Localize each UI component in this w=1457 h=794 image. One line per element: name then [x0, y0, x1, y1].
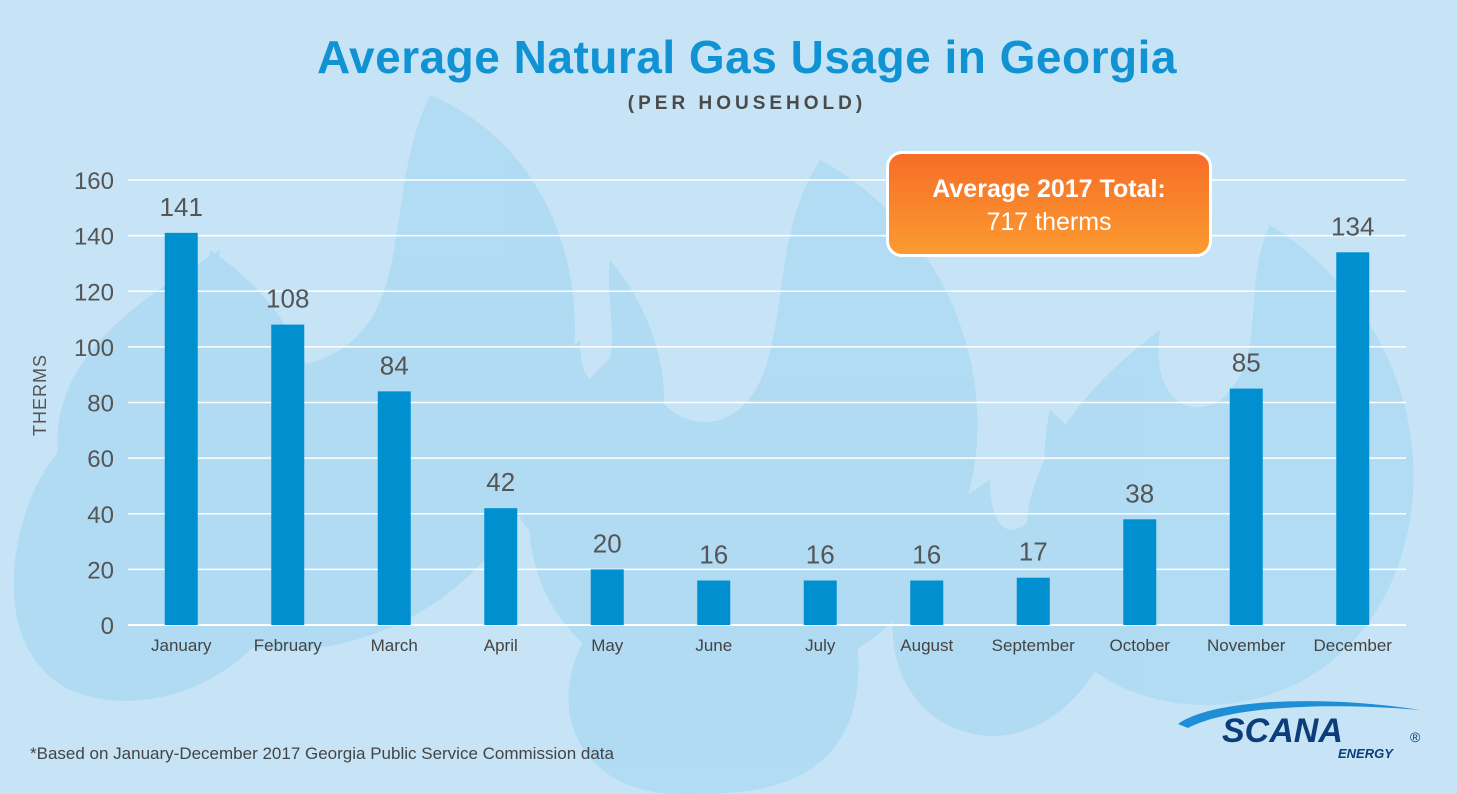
bar-value-label: 134 [1331, 211, 1374, 241]
y-tick-label: 0 [101, 613, 114, 640]
x-tick-label: April [484, 636, 518, 655]
bar-value-label: 17 [1019, 537, 1048, 567]
y-tick-label: 100 [74, 335, 114, 362]
x-tick-label: October [1110, 636, 1171, 655]
bar-february [271, 324, 305, 625]
bar-may [590, 569, 624, 625]
x-tick-label: January [151, 636, 212, 655]
y-tick-label: 20 [87, 557, 114, 584]
total-callout: Average 2017 Total: 717 therms [886, 151, 1212, 257]
x-tick-label: March [371, 636, 418, 655]
logo-swoosh [1178, 701, 1420, 728]
page-subtitle: (PER HOUSEHOLD) [627, 93, 867, 114]
callout-value: 717 therms [986, 208, 1112, 236]
footnote: *Based on January-December 2017 Georgia … [30, 744, 614, 763]
x-tick-label: November [1207, 636, 1286, 655]
bar-march [377, 391, 411, 625]
logo-wordmark: SCANA [1222, 712, 1343, 750]
flame-shape [508, 260, 665, 548]
y-axis-label: THERMS [30, 354, 50, 436]
bar-june [697, 580, 731, 625]
y-tick-label: 60 [87, 446, 114, 473]
y-axis-ticks: 0 20 40 60 80 100 120 140 160 [74, 168, 114, 640]
bar-value-label: 20 [593, 528, 622, 558]
y-tick-label: 120 [74, 279, 114, 306]
callout-title: Average 2017 Total: [932, 175, 1166, 203]
x-tick-label: May [591, 636, 624, 655]
bar-august [910, 580, 944, 625]
bar-december [1336, 252, 1370, 625]
x-tick-label: February [254, 636, 323, 655]
bar-july [803, 580, 837, 625]
bar-value-label: 16 [699, 540, 728, 570]
x-tick-label: August [900, 636, 953, 655]
bar-january [164, 232, 198, 625]
page-title: Average Natural Gas Usage in Georgia [317, 31, 1177, 83]
x-axis-ticks: January February March April May June July Augu… [151, 636, 1392, 655]
value-labels: 141 108 84 42 20 16 16 16 17 38 85 134 [160, 192, 1375, 570]
flame-shape [892, 410, 1124, 736]
bar-october [1123, 519, 1157, 625]
bar-value-label: 16 [912, 540, 941, 570]
bar-value-label: 84 [380, 350, 409, 380]
y-tick-label: 40 [87, 502, 114, 529]
x-tick-label: July [805, 636, 836, 655]
x-tick-label: June [695, 636, 732, 655]
bar-value-label: 38 [1125, 478, 1154, 508]
logo-registered-mark: ® [1410, 729, 1421, 745]
x-tick-label: December [1314, 636, 1393, 655]
bar-value-label: 42 [486, 467, 515, 497]
x-tick-label: September [992, 636, 1075, 655]
y-tick-label: 140 [74, 224, 114, 251]
logo-subtext: ENERGY [1338, 746, 1394, 761]
bar-september [1016, 577, 1050, 625]
scana-energy-logo: SCANA ® ENERGY [1178, 701, 1421, 761]
bars [164, 232, 1370, 625]
grid-lines [128, 179, 1406, 626]
bar-value-label: 141 [160, 192, 203, 222]
bar-april [484, 508, 518, 625]
bar-november [1229, 388, 1263, 625]
y-tick-label: 160 [74, 168, 114, 195]
bar-value-label: 108 [266, 284, 309, 314]
flame-shape [1026, 225, 1414, 705]
y-tick-label: 80 [87, 391, 114, 418]
flame-shape [529, 160, 978, 692]
bar-value-label: 16 [806, 540, 835, 570]
bar-value-label: 85 [1232, 348, 1261, 378]
